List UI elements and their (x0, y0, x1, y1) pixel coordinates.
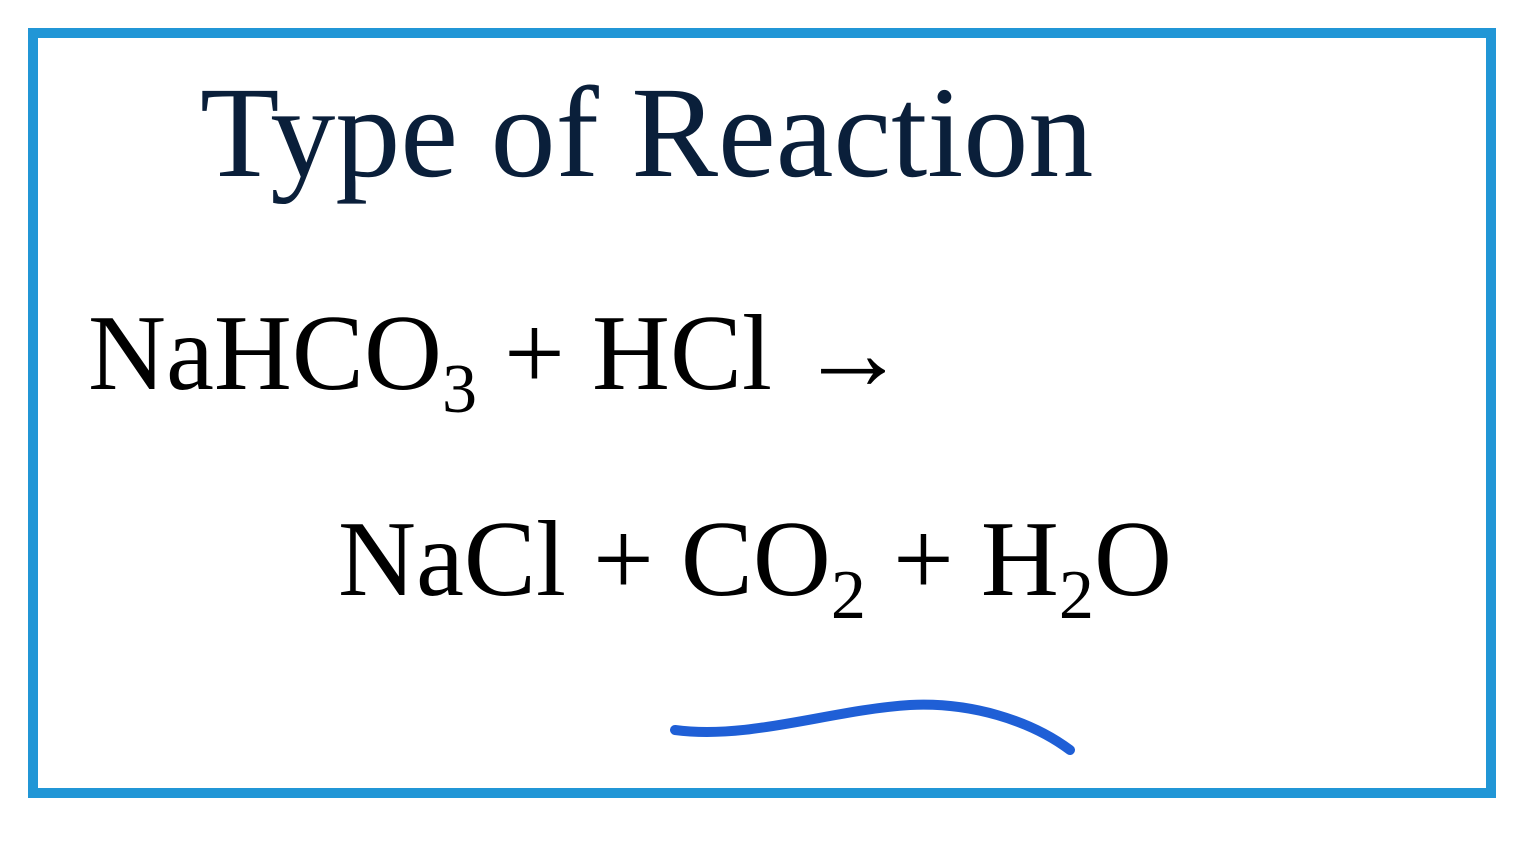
equation-text: O (1094, 500, 1172, 619)
equation-text: + HCl (477, 294, 799, 413)
equation-line-1: NaHCO3 + HCl → (88, 292, 907, 430)
equation-text: NaCl + CO (338, 500, 831, 619)
annotation-squiggle (670, 680, 1080, 760)
reaction-arrow-icon: → (799, 292, 907, 416)
subscript: 3 (442, 350, 477, 428)
equation-text: NaHCO (88, 294, 442, 413)
subscript: 2 (1059, 556, 1094, 634)
title-text: Type of Reaction (200, 58, 1093, 208)
equation-line-2: NaCl + CO2 + H2O (338, 498, 1172, 636)
equation-text: + H (866, 500, 1059, 619)
subscript: 2 (831, 556, 866, 634)
